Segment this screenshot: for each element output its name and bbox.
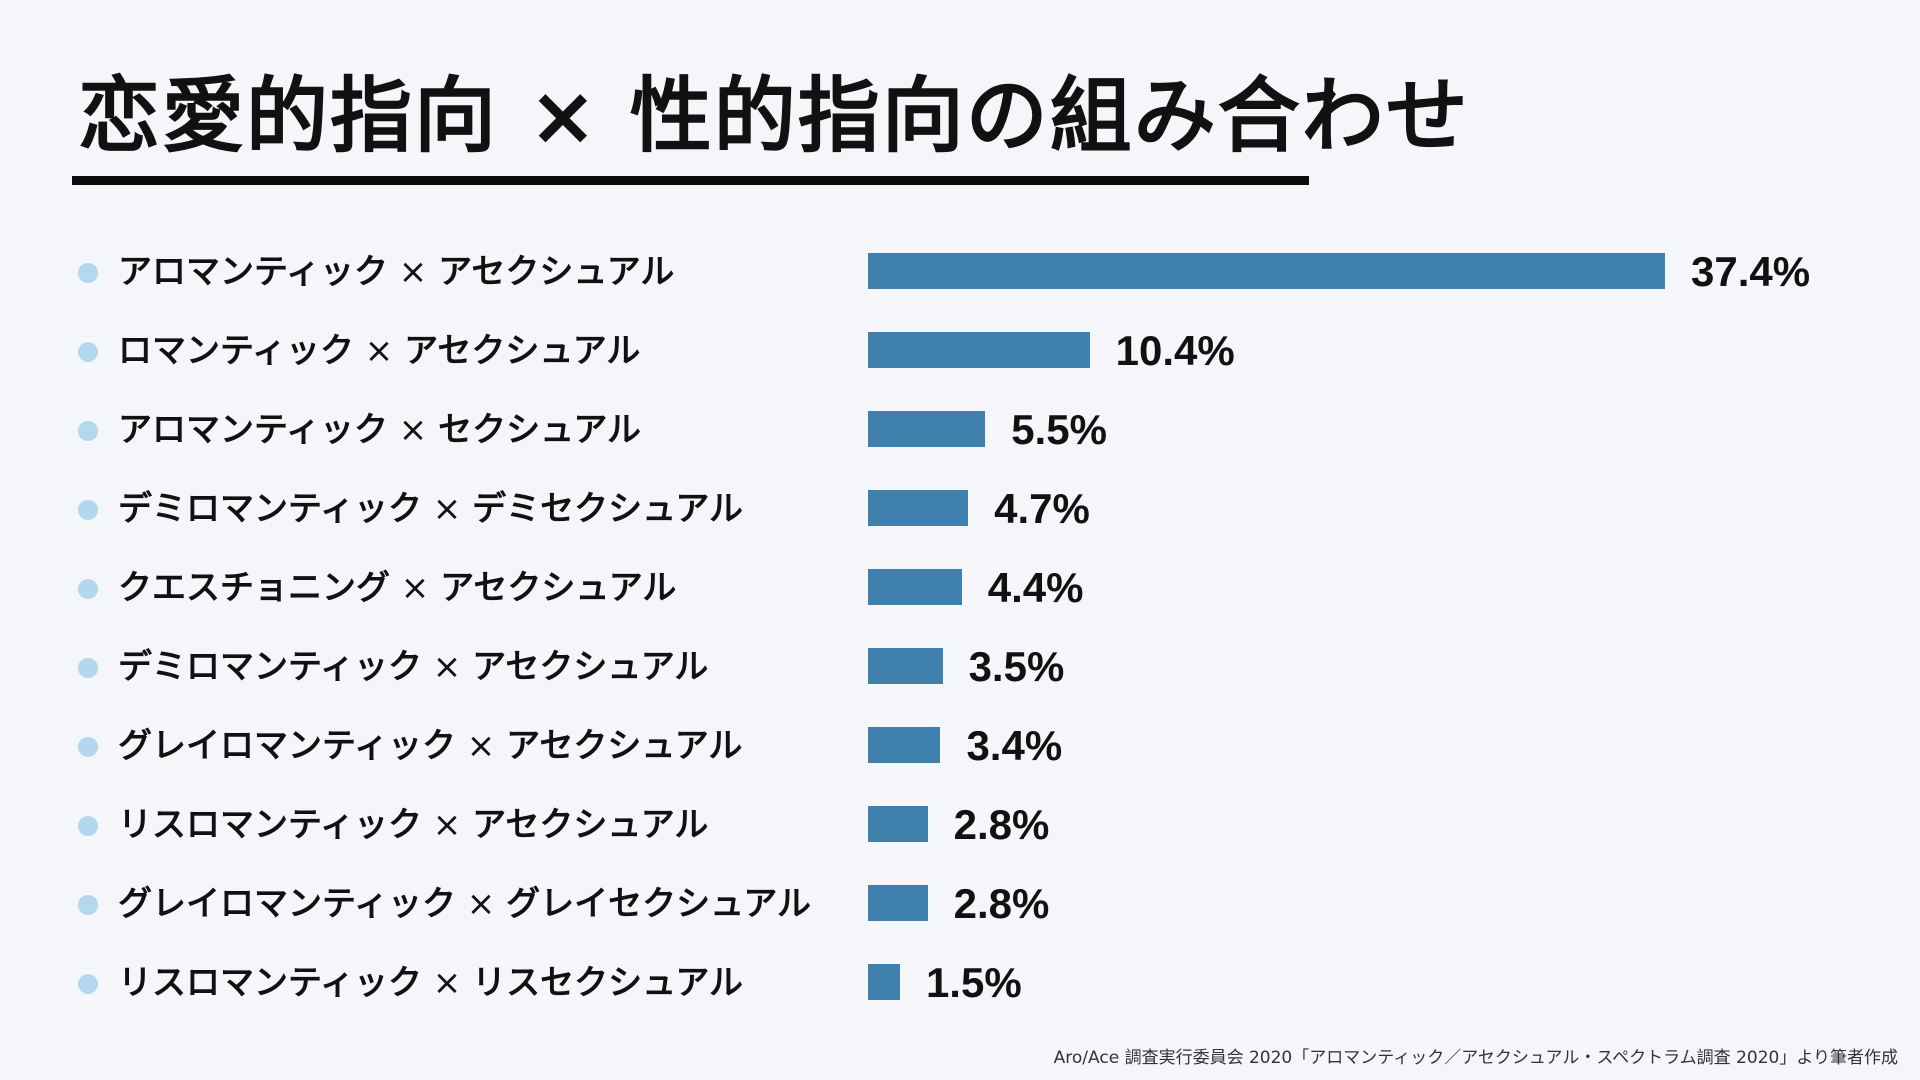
bar-row: デミロマンティック × アセクシュアル 3.5% [0,637,1920,697]
romantic-orientation: ロマンティック [118,331,354,371]
category-label: アロマンティック × セクシュアル [118,406,641,454]
category-label: グレイロマンティック × アセクシュアル [118,722,742,770]
value-label: 2.8% [953,880,1050,927]
bar-row: クエスチョニング × アセクシュアル 4.4% [0,558,1920,618]
bullet-dot [78,658,98,678]
times-separator: × [455,726,507,766]
category-label: デミロマンティック × アセクシュアル [118,643,708,691]
bar [868,411,986,447]
bullet-dot [78,974,98,994]
bar-row: リスロマンティック × リスセクシュアル 1.5% [0,953,1920,1013]
sexual-orientation: アセクシュアル [472,805,709,845]
value-label: 2.8% [953,801,1050,848]
category-label: デミロマンティック × デミセクシュアル [118,485,743,533]
category-label: クエスチョニング × アセクシュアル [118,564,676,612]
bar-row: ロマンティック × アセクシュアル 10.4% [0,321,1920,381]
times-separator: × [421,489,473,529]
bullet-dot [78,421,98,441]
times-separator: × [387,252,439,292]
times-separator: × [353,331,405,371]
times-separator: × [421,805,473,845]
category-label: アロマンティック × アセクシュアル [118,248,674,296]
category-label: リスロマンティック × アセクシュアル [118,801,708,849]
romantic-orientation: アロマンティック [118,252,388,292]
bullet-dot [78,500,98,520]
romantic-orientation: リスロマンティック [118,963,422,1003]
sexual-orientation: アセクシュアル [440,568,677,608]
bar [868,885,928,921]
times-separator: × [390,568,441,608]
times-separator: × [421,647,473,687]
sexual-orientation: アセクシュアル [472,647,709,687]
bar-row: グレイロマンティック × アセクシュアル 3.4% [0,716,1920,776]
sexual-orientation: デミセクシュアル [472,489,744,529]
bar [868,490,969,526]
page-title: 恋愛的指向 × 性的指向の組み合わせ [78,69,1470,164]
value-label: 4.7% [994,485,1090,532]
bullet-dot [78,816,98,836]
value-label: 3.4% [966,722,1063,769]
bar [868,727,941,763]
bullet-dot [78,737,98,757]
bar [868,964,900,1000]
bar [868,569,962,605]
value-label: 5.5% [1011,406,1107,453]
romantic-orientation: クエスチョニング [118,568,390,608]
category-label: リスロマンティック × リスセクシュアル [118,959,743,1007]
bar [868,648,943,684]
value-label: 1.5% [925,959,1022,1006]
category-label: グレイロマンティック × グレイセクシュアル [118,880,811,928]
sexual-orientation: アセクシュアル [506,726,743,766]
sexual-orientation: アセクシュアル [438,252,675,292]
value-label: 10.4% [1115,327,1235,374]
value-label: 4.4% [987,564,1084,611]
bar [868,332,1090,368]
sexual-orientation: セクシュアル [438,410,642,450]
bar-row: アロマンティック × アセクシュアル 37.4% [0,242,1920,302]
bullet-dot [78,895,98,915]
source-note: Aro/Ace 調査実行委員会 2020「アロマンティック／アセクシュアル・スペ… [1053,1048,1898,1068]
times-separator: × [421,963,473,1003]
value-label: 3.5% [968,643,1065,690]
times-separator: × [387,410,439,450]
romantic-orientation: リスロマンティック [118,805,422,845]
title-underline [72,176,1309,185]
romantic-orientation: グレイロマンティック [118,884,456,924]
bullet-dot [78,579,98,599]
bar [868,806,928,842]
value-label: 37.4% [1691,248,1811,295]
bar-row: グレイロマンティック × グレイセクシュアル 2.8% [0,874,1920,934]
sexual-orientation: アセクシュアル [404,331,641,371]
romantic-orientation: アロマンティック [118,410,388,450]
bar-row: デミロマンティック × デミセクシュアル 4.7% [0,479,1920,539]
romantic-orientation: デミロマンティック [118,647,422,687]
sexual-orientation: リスセクシュアル [472,963,744,1003]
bar-row: アロマンティック × セクシュアル 5.5% [0,400,1920,460]
bullet-dot [78,342,98,362]
bar [868,253,1665,289]
romantic-orientation: デミロマンティック [118,489,422,529]
romantic-orientation: グレイロマンティック [118,726,456,766]
bullet-dot [78,263,98,283]
category-label: ロマンティック × アセクシュアル [118,327,640,375]
bar-row: リスロマンティック × アセクシュアル 2.8% [0,795,1920,855]
sexual-orientation: グレイセクシュアル [506,884,812,924]
times-separator: × [455,884,507,924]
